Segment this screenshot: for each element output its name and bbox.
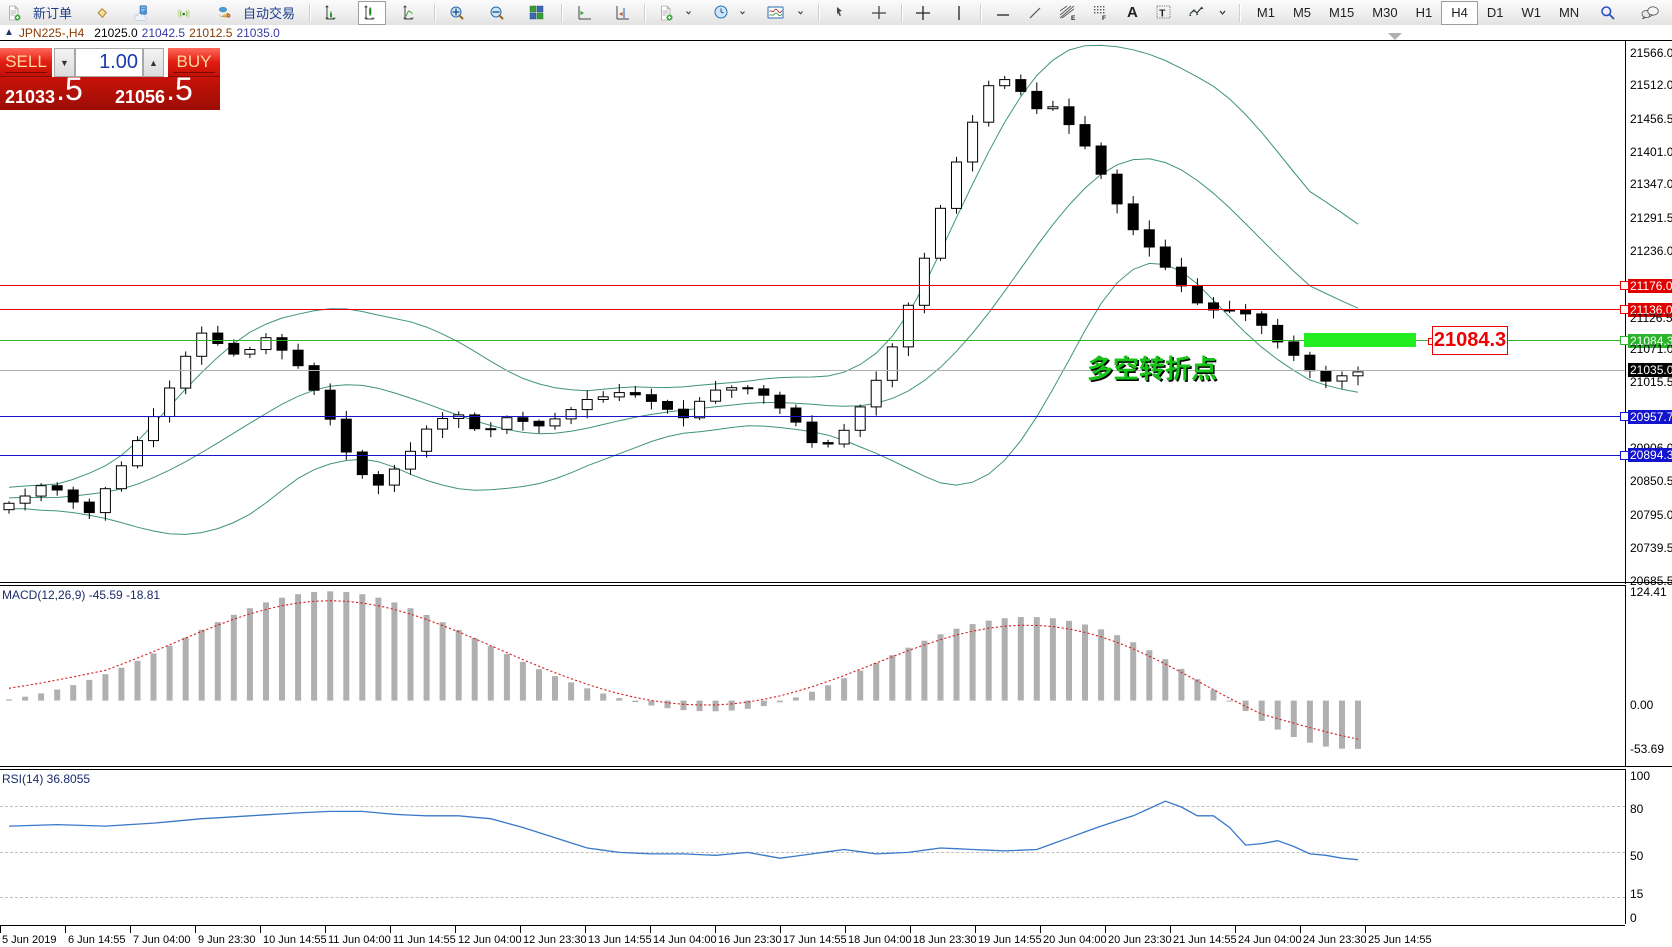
svg-text:F: F bbox=[1102, 15, 1106, 21]
svg-text:E: E bbox=[1071, 15, 1076, 21]
svg-text:T: T bbox=[1159, 8, 1165, 19]
